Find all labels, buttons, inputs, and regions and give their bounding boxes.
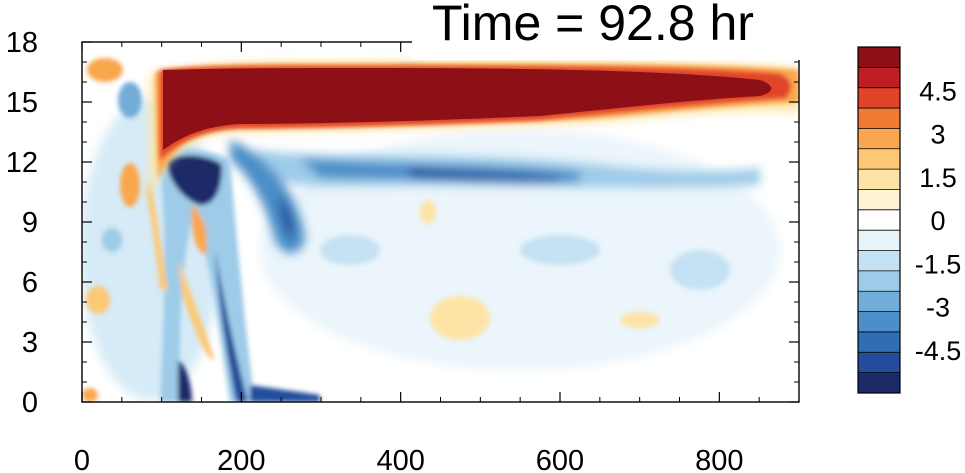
title-background (412, 0, 802, 60)
colorbar-swatch (858, 128, 900, 150)
colorbar-label: 4.5 (919, 76, 957, 106)
colorbar-swatch (858, 148, 900, 170)
y-tick-label: 6 (22, 267, 38, 299)
colorbar: 4.5 3 1.5 0 -1.5 -3 -4.5 (857, 46, 962, 394)
colorbar-swatch (858, 250, 900, 272)
x-axis: 0 200 400 600 800 (74, 42, 800, 473)
y-tick-label: 3 (22, 327, 38, 359)
positive-band (150, 61, 799, 196)
scattered-anomalies (82, 58, 730, 402)
front-structure (146, 148, 320, 402)
colorbar-swatch (858, 67, 900, 89)
colorbar-swatch (858, 331, 900, 353)
colorbar-frame (857, 46, 901, 394)
colorbar-swatch (858, 189, 900, 211)
colorbar-swatch (858, 87, 900, 109)
colorbar-swatch (858, 270, 900, 292)
y-tick-label: 18 (6, 27, 38, 59)
y-tick-label: 12 (6, 147, 38, 179)
colorbar-label: 0 (930, 206, 945, 236)
colorbar-label: 3 (930, 120, 945, 150)
y-tick-label: 0 (22, 387, 38, 419)
colorbar-swatch (858, 108, 900, 129)
colorbar-swatch (858, 291, 900, 313)
colorbar-label: 1.5 (919, 163, 957, 193)
negative-subband (230, 140, 760, 254)
y-tick-label: 9 (22, 207, 38, 239)
colorbar-label: -1.5 (915, 249, 962, 279)
y-axis: 0 3 6 9 12 15 18 (6, 27, 799, 419)
y-tick-label: 15 (6, 87, 38, 119)
colorbar-label: -3 (926, 293, 950, 323)
contour-field (82, 58, 799, 402)
colorbar-swatch (858, 372, 900, 394)
colorbar-swatch (858, 352, 900, 374)
x-tick-label: 0 (74, 445, 90, 473)
colorbar-swatch (858, 47, 900, 68)
x-tick-label: 600 (536, 445, 584, 473)
colorbar-swatch (858, 209, 900, 231)
colorbar-swatch (858, 311, 900, 333)
x-tick-label: 400 (376, 445, 424, 473)
colorbar-swatch (858, 169, 900, 190)
chart-title: Time = 92.8 hr (432, 0, 754, 51)
colorbar-label: -4.5 (915, 336, 962, 366)
x-tick-label: 200 (217, 445, 265, 473)
x-tick-label: 800 (695, 445, 743, 473)
colorbar-swatch (858, 230, 900, 252)
